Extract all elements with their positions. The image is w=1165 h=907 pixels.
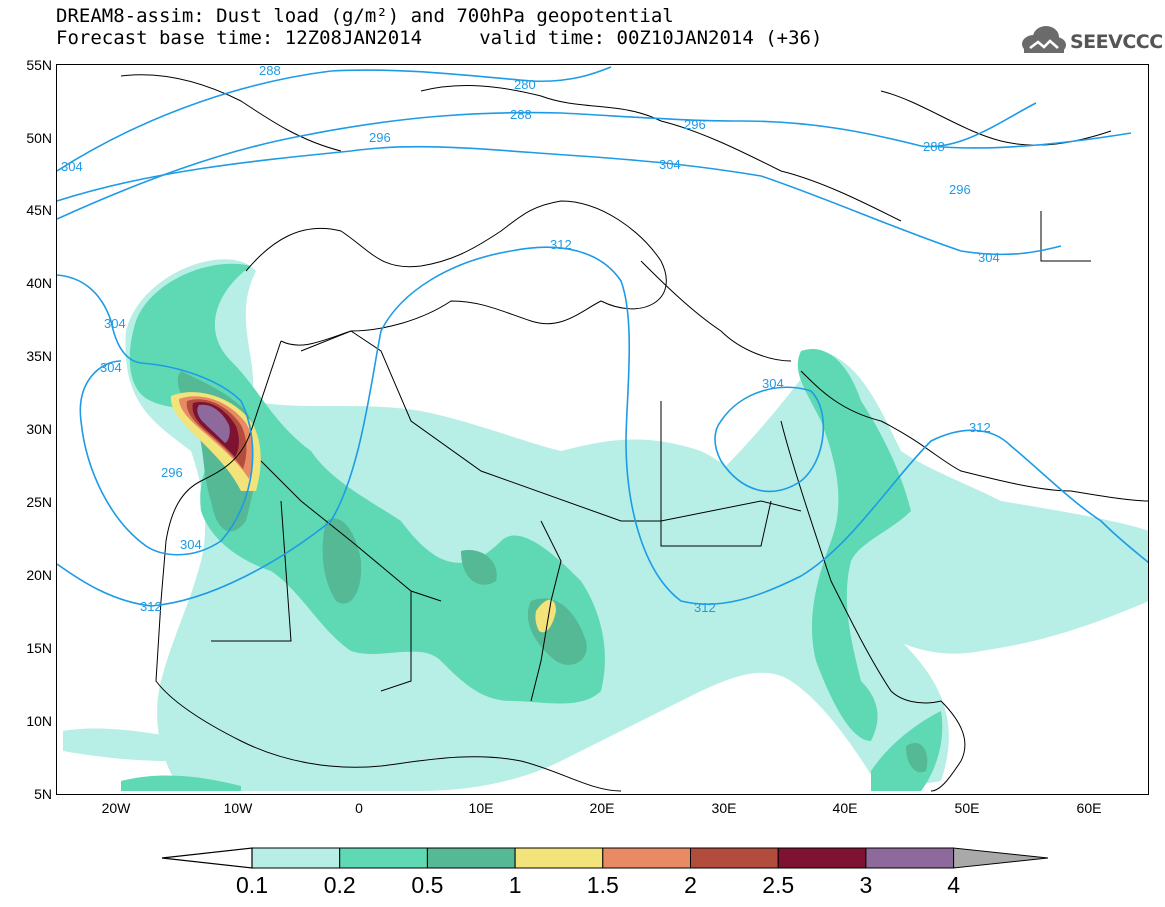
contour-label: 304	[61, 159, 83, 174]
lat-label-15n: 15N	[26, 640, 52, 656]
seevccc-logo: SEEVCCC	[1018, 22, 1163, 62]
colorbar-segment	[690, 847, 779, 869]
lat-label-55n: 55N	[26, 57, 52, 73]
lat-label-50n: 50N	[26, 130, 52, 146]
country-boundaries	[120, 74, 1148, 792]
colorbar-tick-label: 1.5	[586, 872, 619, 898]
contour-label: 304	[180, 537, 202, 552]
contour-label: 312	[140, 599, 162, 614]
cloud-icon	[1022, 26, 1066, 53]
lat-label-20n: 20N	[26, 567, 52, 583]
contour-labels: 280 288 296 304 312 296 304 304 288 296 …	[61, 65, 1000, 615]
lat-label-40n: 40N	[26, 275, 52, 291]
lon-label-30e: 30E	[711, 800, 737, 816]
lon-label-50e: 50E	[954, 800, 980, 816]
contour-label: 296	[949, 182, 971, 197]
lon-label-20w: 20W	[101, 800, 131, 816]
colorbar-tick-label: 2.5	[762, 872, 795, 898]
contour-label: 296	[369, 130, 391, 145]
map-title: DREAM8-assim: Dust load (g/m²) and 700hP…	[56, 5, 674, 27]
colorbar-segment	[426, 847, 516, 869]
lon-label-10e: 10E	[468, 800, 494, 816]
contour-label: 312	[969, 420, 991, 435]
lat-label-10n: 10N	[26, 713, 52, 729]
colorbar-tick-label: 3	[859, 872, 873, 898]
colorbar-segment	[953, 847, 1049, 869]
colorbar-tick-label: 4	[947, 872, 960, 898]
contour-label: 304	[659, 157, 681, 172]
colorbar-tick-label: 2	[684, 872, 697, 898]
contour-label: 304	[762, 376, 784, 391]
colorbar-segment	[865, 847, 955, 869]
colorbar-tick-label: 1	[508, 872, 522, 898]
colorbar-left-arrow	[161, 847, 253, 869]
colorbar-segment	[251, 847, 341, 869]
contour-label: 288	[923, 139, 945, 154]
map-panel: 280 288 296 304 312 296 304 304 288 296 …	[56, 64, 1149, 795]
colorbar	[161, 847, 1049, 869]
logo-text: SEEVCCC	[1070, 31, 1163, 53]
contour-label: 288	[510, 107, 532, 122]
lat-label-35n: 35N	[26, 348, 52, 364]
dust-map: 280 288 296 304 312 296 304 304 288 296 …	[57, 65, 1148, 792]
map-subtitle: Forecast base time: 12Z08JAN2014 valid t…	[56, 27, 823, 49]
lon-label-20e: 20E	[589, 800, 615, 816]
colorbar-segment	[777, 847, 867, 869]
contour-label: 296	[684, 117, 706, 132]
colorbar-segment	[514, 847, 604, 869]
contour-label: 312	[694, 600, 716, 615]
contour-label: 304	[104, 316, 126, 331]
lon-label-10w: 10W	[223, 800, 253, 816]
contour-label: 304	[978, 250, 1000, 265]
dust-maximum	[170, 392, 556, 633]
lat-label-5n: 5N	[34, 786, 52, 802]
contour-label: 312	[550, 237, 572, 252]
lon-label-0: 0	[355, 800, 363, 816]
colorbar-segment	[339, 847, 428, 869]
lat-label-30n: 30N	[26, 421, 52, 437]
colorbar-tick-label: 0.5	[411, 872, 444, 898]
lat-label-25n: 25N	[26, 494, 52, 510]
colorbar-tick-label: 0.1	[236, 872, 268, 898]
contour-label: 296	[161, 465, 183, 480]
contour-label: 304	[100, 360, 122, 375]
colorbar-segments	[251, 847, 1049, 869]
lat-label-45n: 45N	[26, 202, 52, 218]
lon-label-60e: 60E	[1076, 800, 1102, 816]
geopotential-contours	[57, 66, 1148, 607]
colorbar-segment	[602, 847, 691, 869]
colorbar-tick-label: 0.2	[323, 872, 356, 898]
contour-label: 288	[259, 65, 281, 78]
contour-label: 280	[514, 77, 536, 92]
lon-label-40e: 40E	[832, 800, 858, 816]
